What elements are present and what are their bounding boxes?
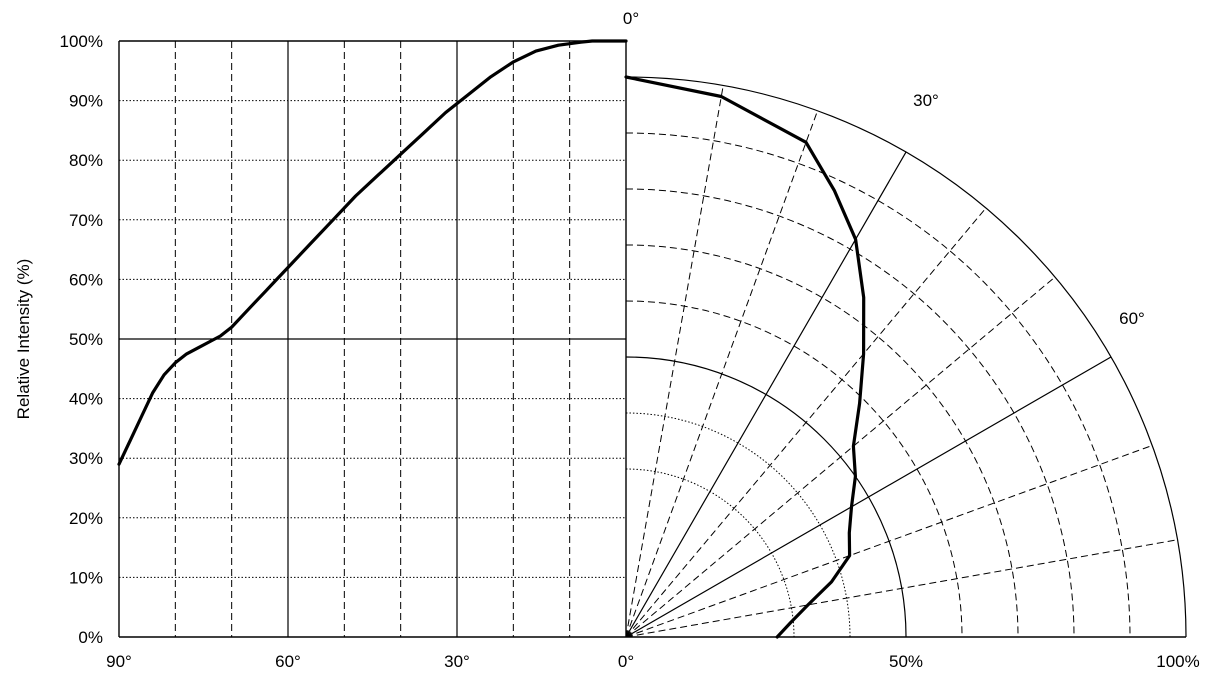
- x-tick-label: 0°: [618, 652, 634, 671]
- label-layer: Relative Intensity (%) 0% 10% 20% 30% 40% 50%…: [14, 9, 1200, 671]
- y-tick-label: 10%: [69, 568, 103, 587]
- y-tick-label: 40%: [69, 390, 103, 409]
- y-tick-label: 50%: [69, 330, 103, 349]
- polar-spoke-dashed: [626, 86, 723, 637]
- x-tick-label: 60°: [275, 652, 301, 671]
- x-tick-label: 90°: [106, 652, 132, 671]
- y-tick-label: 100%: [60, 32, 103, 51]
- y-tick-label: 90%: [69, 92, 103, 111]
- y-tick-label: 20%: [69, 509, 103, 528]
- polar-angle-label: 30°: [913, 91, 939, 110]
- polar-ring-dashed: [626, 245, 1018, 637]
- grid-layer: [119, 41, 1186, 637]
- cartesian-intensity-curve: [119, 41, 626, 464]
- polar-angle-label: 60°: [1119, 309, 1145, 328]
- radial-tick-label: 100%: [1156, 652, 1199, 671]
- polar-intensity-curve: [626, 77, 864, 637]
- y-tick-label: 70%: [69, 211, 103, 230]
- polar-ring-solid: [626, 77, 1186, 637]
- polar-spoke-solid: [626, 357, 1111, 637]
- polar-spoke-dashed: [626, 277, 1055, 637]
- polar-spoke-solid: [626, 152, 906, 637]
- x-tick-label: 30°: [444, 652, 470, 671]
- y-tick-label: 60%: [69, 270, 103, 289]
- polar-ring-solid: [626, 357, 906, 637]
- y-axis-label: Relative Intensity (%): [14, 259, 33, 420]
- polar-spoke-dashed: [626, 540, 1177, 637]
- y-tick-label: 80%: [69, 151, 103, 170]
- radial-tick-label: 50%: [889, 652, 923, 671]
- polar-angle-label: 0°: [623, 9, 639, 28]
- y-tick-label: 0%: [78, 628, 103, 647]
- polar-spoke-dashed: [626, 208, 986, 637]
- y-tick-label: 30%: [69, 449, 103, 468]
